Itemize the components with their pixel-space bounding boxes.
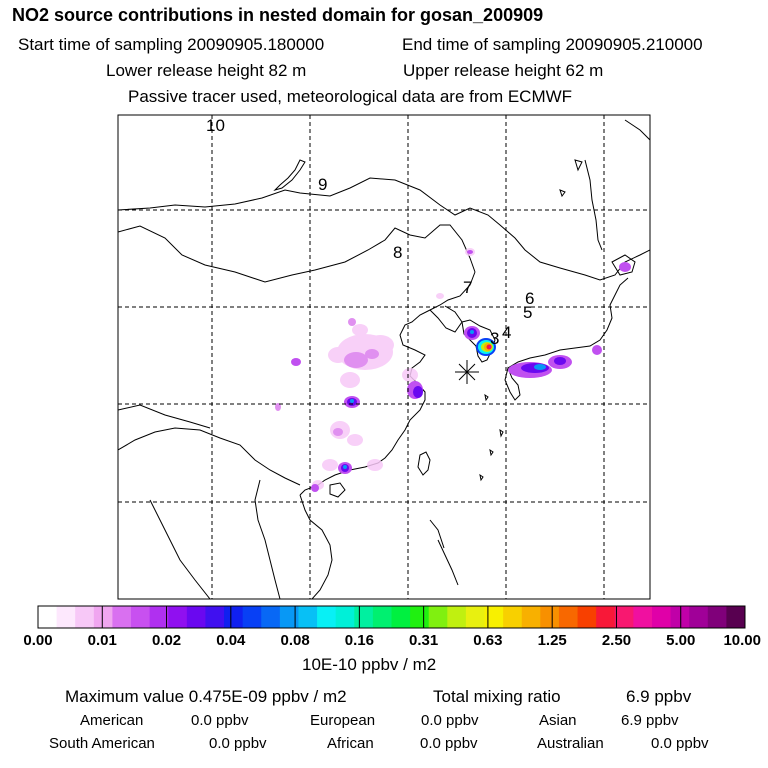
colorbar-cell <box>335 606 355 628</box>
colorbar-tick-label: 5.00 <box>666 632 695 649</box>
tracer-note: Passive tracer used, meteorological data… <box>128 87 573 106</box>
colorbar-cell <box>484 606 504 628</box>
colorbar-cell <box>521 606 541 628</box>
colorbar-cell <box>298 606 318 628</box>
colorbar-cell <box>205 606 225 628</box>
lat-lon-grid <box>118 115 650 599</box>
colorbar-cell <box>540 606 560 628</box>
contribution-field <box>275 248 631 492</box>
region-name: African <box>327 735 374 752</box>
trajectory-label: 5 <box>523 303 532 322</box>
colorbar-cell <box>428 606 448 628</box>
region-name: Asian <box>539 712 577 729</box>
colorbar-cell <box>317 606 337 628</box>
region-value: 0.0 ppbv <box>421 712 479 729</box>
colorbar-cell <box>503 606 523 628</box>
total-mixing-label: Total mixing ratio <box>433 687 561 706</box>
colorbar-tick-label: 0.08 <box>280 632 309 649</box>
start-time-label: Start time of sampling 20090905.180000 <box>18 35 325 54</box>
colorbar-cell <box>38 606 58 628</box>
colorbar-cell <box>149 606 169 628</box>
colorbar-tick-label: 0.01 <box>88 632 117 649</box>
colorbar-tick-label: 0.00 <box>23 632 52 649</box>
map-frame <box>117 114 651 600</box>
colorbar-cell <box>391 606 411 628</box>
colorbar-unit: 10E-10 ppbv / m2 <box>302 655 437 674</box>
total-mixing-value: 6.9 ppbv <box>626 687 692 706</box>
colorbar-cell <box>670 606 690 628</box>
region-name: South American <box>49 735 155 752</box>
colorbar-tick-label: 1.25 <box>538 632 567 649</box>
region-value: 6.9 ppbv <box>621 712 679 729</box>
colorbar-tick-label: 0.02 <box>152 632 181 649</box>
colorbar-tick-label: 2.50 <box>602 632 631 649</box>
colorbar-cell <box>112 606 132 628</box>
colorbar-cell <box>596 606 616 628</box>
colorbar-tick-label: 0.31 <box>409 632 438 649</box>
colorbar-tick-label: 0.04 <box>216 632 246 649</box>
end-time-label: End time of sampling 20090905.210000 <box>402 35 703 54</box>
colorbar-tick-label: 0.16 <box>345 632 374 649</box>
colorbar-cell <box>372 606 392 628</box>
colorbar-tick-label: 10.00 <box>723 632 761 649</box>
colorbar-cell <box>447 606 467 628</box>
colorbar-cell <box>726 606 746 628</box>
colorbar: 0.00 0.01 0.02 0.04 0.08 0.16 0.31 0.63 1.25 2.50… <box>23 605 761 649</box>
colorbar-cell <box>186 606 206 628</box>
upper-release-height-label: Upper release height 62 m <box>403 61 604 80</box>
max-value-label: Maximum value 0.475E-09 ppbv / m2 <box>65 687 347 706</box>
trajectory-label: 6 <box>525 289 534 308</box>
colorbar-cell <box>577 606 597 628</box>
colorbar-cell <box>224 606 244 628</box>
lower-release-height-label: Lower release height 82 m <box>106 61 307 80</box>
source-contribution-map: 10 9 8 7 6 5 4 3 <box>117 114 651 600</box>
colorbar-cell <box>279 606 299 628</box>
colorbar-cell <box>168 606 188 628</box>
receptor-star-icon <box>455 360 479 384</box>
region-value: 0.0 ppbv <box>651 735 709 752</box>
colorbar-cell <box>93 606 113 628</box>
colorbar-cell <box>465 606 486 628</box>
colorbar-cell <box>242 606 262 628</box>
colorbar-cell <box>261 606 281 628</box>
trajectory-label: 9 <box>318 175 327 194</box>
map-title: NO2 source contributions in nested domai… <box>12 5 544 25</box>
region-name: European <box>310 712 376 729</box>
colorbar-tick-label: 0.63 <box>473 632 502 649</box>
region-name: American <box>80 712 144 729</box>
colorbar-cell <box>633 606 653 628</box>
region-value: 0.0 ppbv <box>191 712 249 729</box>
region-name: Australian <box>537 735 604 752</box>
colorbar-cell <box>689 606 709 628</box>
colorbar-cell <box>75 606 95 628</box>
region-value: 0.0 ppbv <box>420 735 478 752</box>
trajectory-label: 10 <box>206 116 225 135</box>
colorbar-cell <box>651 606 672 628</box>
trajectory-label: 3 <box>490 329 499 348</box>
colorbar-cell <box>558 606 579 628</box>
colorbar-cell <box>614 606 634 628</box>
colorbar-cell <box>131 606 151 628</box>
trajectory-label: 4 <box>502 323 511 342</box>
trajectory-label: 7 <box>463 278 472 297</box>
colorbar-cell <box>354 606 374 628</box>
colorbar-cell <box>56 606 76 628</box>
trajectory-label: 8 <box>393 243 402 262</box>
colorbar-cell <box>410 606 430 628</box>
colorbar-cell <box>707 606 727 628</box>
region-value: 0.0 ppbv <box>209 735 267 752</box>
